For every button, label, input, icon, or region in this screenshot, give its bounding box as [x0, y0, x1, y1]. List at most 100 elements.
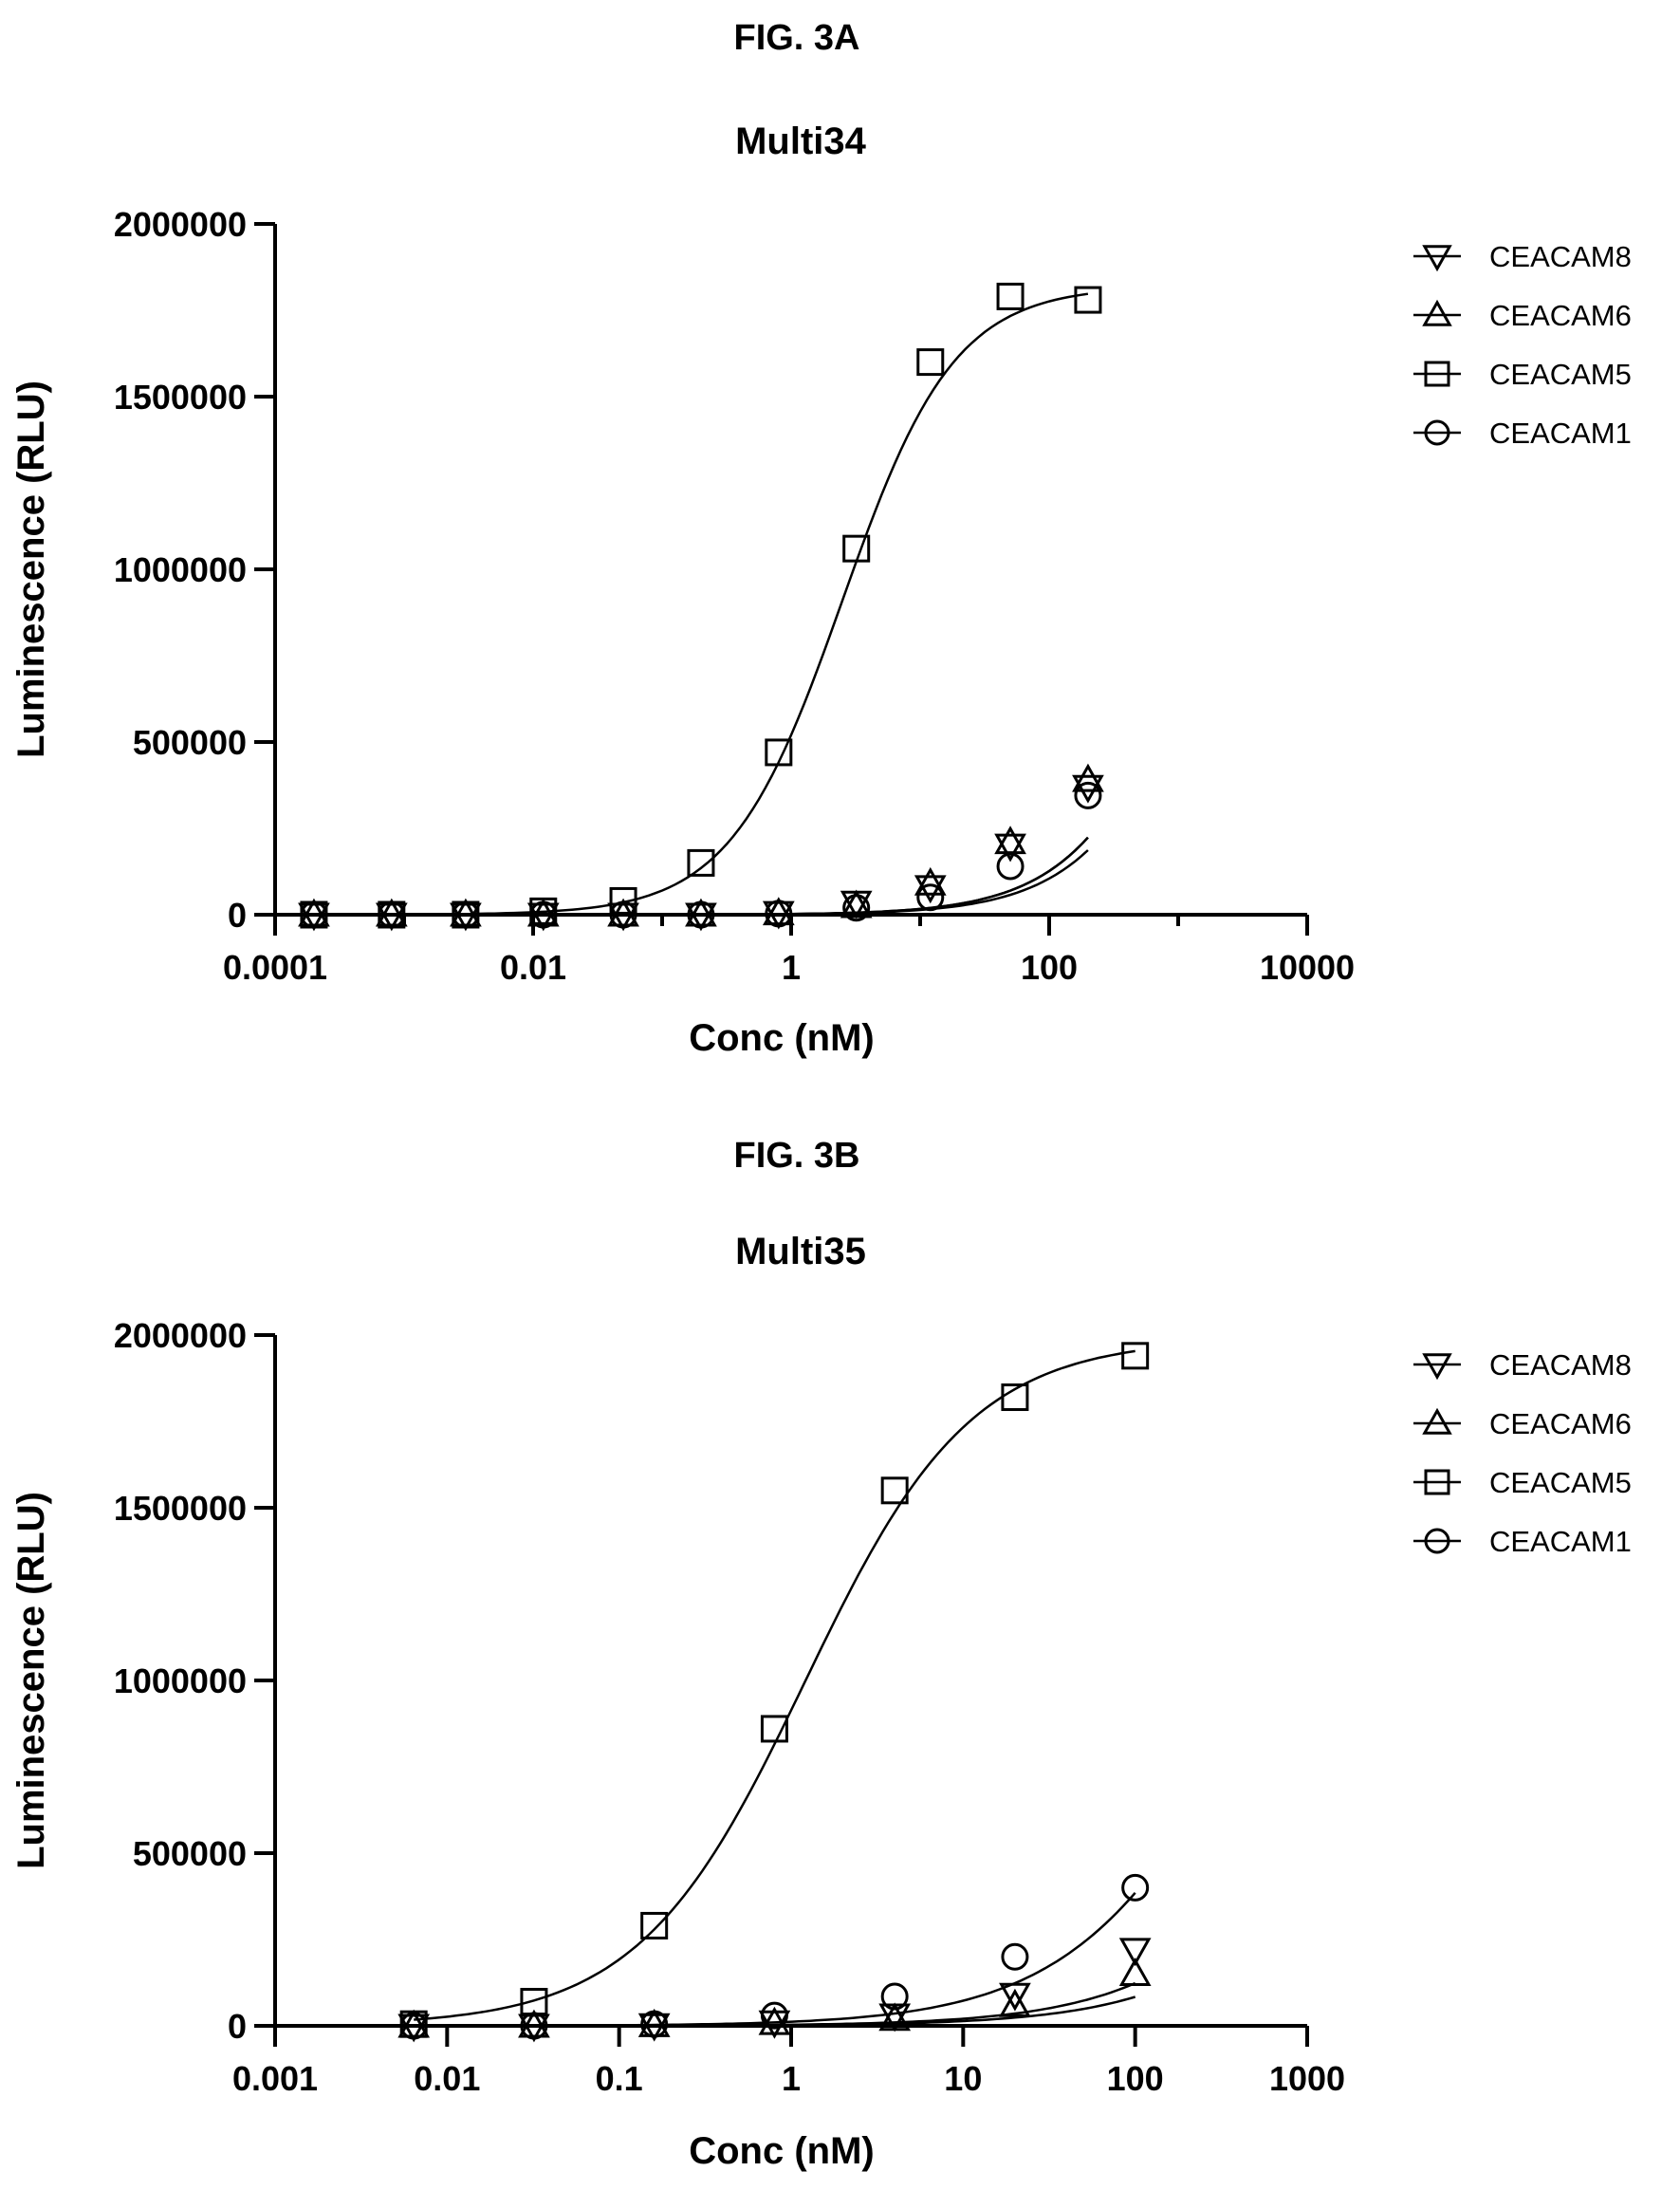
data-point: [1118, 1938, 1152, 1967]
x-tick-label: 10000: [1260, 948, 1355, 987]
data-point: [520, 2012, 548, 2040]
legend-marker: [1422, 1353, 1452, 1381]
fit-curve: [313, 849, 1089, 917]
x-tick-label: 10: [944, 2059, 982, 2098]
data-point: [840, 889, 873, 919]
data-point: [916, 348, 945, 377]
data-point: [1001, 1942, 1029, 1971]
y-tick-label: 1000000: [114, 1661, 247, 1700]
figure-label-3a: FIG. 3A: [733, 18, 859, 58]
data-point: [1072, 763, 1104, 792]
x-tick-label: 0.0001: [223, 948, 327, 987]
data-point: [609, 900, 637, 929]
data-point: [526, 902, 560, 932]
legend-label: CEACAM1: [1489, 1525, 1632, 1558]
data-point: [687, 900, 715, 929]
data-point: [916, 883, 945, 912]
legend-label: CEACAM8: [1489, 1348, 1632, 1382]
legend-label: CEACAM5: [1489, 358, 1632, 391]
y-tick-label: 500000: [133, 1834, 247, 1873]
data-point: [609, 886, 637, 915]
legend-marker: [1424, 361, 1450, 387]
y-tick-label: 1000000: [114, 550, 247, 589]
data-point: [994, 833, 1026, 863]
data-point: [762, 897, 795, 926]
data-point: [397, 2014, 431, 2043]
data-point: [1074, 286, 1102, 314]
series-ceacam5: [399, 1342, 1150, 2038]
x-tick-label: 100: [1107, 2059, 1164, 2098]
x-tick-label: 0.1: [596, 2059, 643, 2098]
chart-multi35: Multi35 Conc (nM) Luminescence (RLU) 0 50000…: [10, 1231, 1632, 2172]
data-point: [1121, 1873, 1150, 1902]
chart-title: Multi34: [735, 121, 867, 162]
data-point: [685, 898, 717, 927]
fit-curve: [414, 1349, 1135, 2021]
legend-marker: [1424, 419, 1450, 446]
data-point: [640, 1911, 669, 1939]
data-point: [842, 894, 871, 922]
data-point: [760, 1715, 788, 1743]
data-point: [607, 902, 639, 932]
series-ceacam1: [300, 781, 1102, 929]
x-tick-label: 0.001: [232, 2059, 318, 2098]
legend-label: CEACAM5: [1489, 1466, 1632, 1499]
fit-curve: [414, 1891, 1136, 2028]
y-axis-label: Luminescence (RLU): [10, 1492, 52, 1869]
y-axis-label: Luminescence (RLU): [10, 380, 52, 758]
figure-label-3b: FIG. 3B: [733, 1136, 859, 1176]
x-tick-label: 100: [1021, 948, 1078, 987]
data-point: [687, 848, 715, 877]
data-point: [880, 1476, 909, 1505]
chart-title: Multi35: [735, 1231, 866, 1272]
x-tick-label: 1: [782, 2059, 801, 2098]
chart-multi34: Multi34 Conc (nM) Luminescence (RLU) 0 50000…: [10, 121, 1632, 1059]
x-axis-label: Conc (nM): [689, 1017, 875, 1059]
data-point: [996, 282, 1025, 310]
series-ceacam8: [298, 774, 1104, 932]
y-tick-label: 2000000: [114, 205, 247, 244]
data-point: [878, 2002, 912, 2032]
x-tick-label: 1000: [1269, 2059, 1345, 2098]
data-point: [1074, 781, 1102, 809]
data-point: [1001, 1383, 1029, 1412]
series-ceacam1: [399, 1873, 1150, 2040]
y-tick-label: 1500000: [114, 378, 247, 417]
legend-label: CEACAM6: [1489, 1407, 1632, 1440]
data-point: [300, 900, 328, 929]
data-point: [529, 900, 558, 929]
legend-label: CEACAM6: [1489, 299, 1632, 332]
x-tick-label: 0.01: [500, 948, 566, 987]
y-tick-label: 2000000: [114, 1316, 247, 1355]
data-point: [765, 738, 793, 767]
data-point: [842, 534, 871, 563]
y-tick-label: 500000: [133, 723, 247, 762]
data-point: [399, 2012, 428, 2040]
x-tick-label: 0.01: [414, 2059, 480, 2098]
y-tick-label: 0: [228, 2007, 247, 2046]
data-point: [1072, 774, 1104, 804]
data-point: [880, 1982, 909, 2011]
data-point: [760, 2001, 788, 2030]
data-point: [375, 898, 408, 927]
data-point: [378, 900, 406, 929]
data-point: [518, 2009, 550, 2038]
data-point: [450, 902, 482, 932]
legend-label: CEACAM1: [1489, 417, 1632, 450]
x-tick-label: 1: [782, 948, 801, 987]
legend-marker: [1424, 1528, 1450, 1554]
data-point: [999, 1988, 1031, 2017]
legend-label: CEACAM8: [1489, 240, 1632, 273]
x-axis-label: Conc (nM): [689, 2130, 875, 2172]
legend-marker: [1422, 299, 1452, 326]
legend-marker: [1422, 245, 1452, 272]
y-tick-label: 0: [228, 896, 247, 935]
fit-curve: [313, 292, 1089, 917]
data-point: [375, 902, 408, 932]
data-point: [914, 866, 947, 896]
data-point: [298, 902, 330, 932]
data-point: [1121, 1342, 1150, 1370]
data-point: [298, 898, 330, 927]
data-point: [1118, 1958, 1152, 1986]
